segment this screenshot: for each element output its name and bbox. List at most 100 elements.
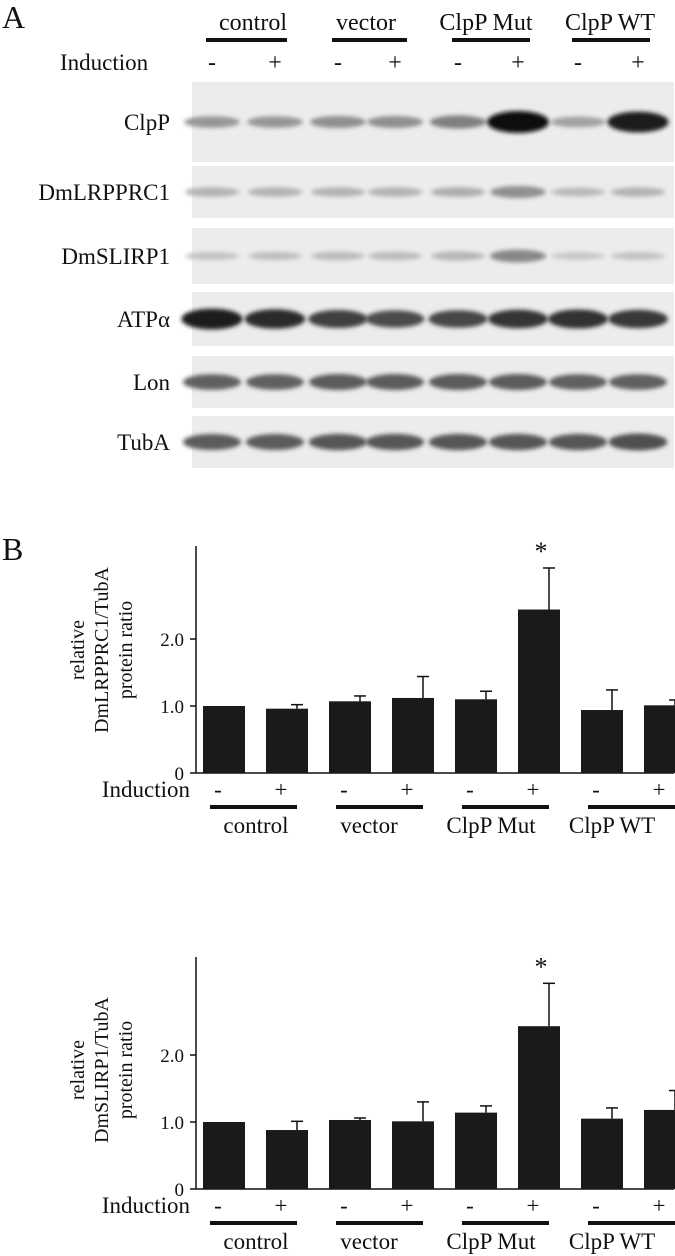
induction-sign-1: + [275, 777, 288, 802]
y-axis-label: relative DmSLIRP1/TubA protein ratio [67, 996, 137, 1143]
y-tick-label-0: 0 [175, 764, 185, 785]
induction-sign-3: + [401, 1193, 414, 1218]
blot-band-4-6 [549, 374, 607, 390]
blot-1: DmLRPPRC1 [38, 166, 674, 218]
induction-sign-4: - [454, 50, 462, 76]
y-axis-label: relative DmLRPPRC1/TubA protein ratio [67, 566, 137, 733]
induction-sign-6: - [592, 777, 600, 802]
significance-asterisk: * [535, 952, 548, 981]
y-axis-label-line-0: relative [67, 1040, 89, 1100]
blot-band-4-2 [308, 374, 368, 390]
induction-label: Induction [102, 777, 191, 802]
panel-a-induction-signs: - + - + - + - + [208, 50, 645, 76]
blot-band-0-7 [607, 111, 669, 133]
blot-band-0-5 [487, 111, 549, 133]
bar-4 [455, 1112, 497, 1189]
group-label-2: ClpP Mut [446, 813, 536, 838]
group-underline-0 [206, 38, 287, 42]
blot-band-4-1 [246, 374, 304, 390]
induction-sign-5: + [527, 777, 540, 802]
group-underline-3 [588, 1221, 675, 1225]
blot-band-4-0 [183, 374, 241, 390]
blot-label-1: DmLRPPRC1 [38, 180, 170, 205]
group-underline-2 [462, 805, 549, 809]
blot-band-3-4 [428, 310, 488, 328]
bar-4 [455, 699, 497, 773]
blot-band-2-1 [248, 251, 302, 261]
blot-band-5-0 [182, 434, 242, 450]
group-label-1: vector [340, 813, 398, 838]
blot-band-1-0 [184, 187, 240, 197]
induction-sign-4: - [466, 777, 474, 802]
blot-3: ATPα [117, 292, 674, 346]
blot-band-0-1 [247, 116, 303, 128]
group-underline-0 [210, 1221, 297, 1225]
blot-band-3-5 [488, 309, 548, 329]
induction-sign-7: + [653, 1193, 666, 1218]
group-underline-1 [336, 1221, 423, 1225]
induction-sign-4: - [466, 1193, 474, 1218]
blot-5: TubA [117, 416, 674, 468]
blot-band-1-6 [551, 187, 605, 197]
blot-band-3-2 [308, 310, 368, 328]
y-axis-label-line-2: protein ratio [115, 1021, 137, 1119]
blot-band-4-5 [488, 374, 548, 390]
blot-band-5-1 [245, 434, 305, 450]
significance-asterisk: * [535, 537, 548, 566]
blot-band-5-4 [428, 433, 488, 451]
bar-5 [518, 1026, 560, 1189]
induction-sign-5: + [527, 1193, 540, 1218]
y-tick-label-2: 2.0 [160, 1046, 184, 1067]
group-label-3: ClpP WT [569, 1229, 655, 1254]
induction-sign-2: - [334, 50, 342, 76]
blot-band-4-4 [428, 374, 488, 390]
blot-band-2-5 [489, 249, 547, 263]
induction-sign-7: + [631, 50, 645, 76]
group-label-3: ClpP WT [569, 813, 655, 838]
induction-label: Induction [102, 1193, 191, 1218]
blot-band-3-3 [365, 310, 425, 328]
induction-sign-6: - [592, 1193, 600, 1218]
blot-band-0-3 [367, 115, 423, 129]
group-label-0: control [223, 813, 288, 838]
group-underline-1 [332, 38, 407, 42]
group-underline-2 [462, 1221, 549, 1225]
group-label-1: vector [340, 1229, 398, 1254]
bar-1 [266, 1130, 308, 1189]
bar-3 [392, 1121, 434, 1189]
blot-band-2-6 [551, 252, 605, 260]
blot-band-4-3 [365, 374, 425, 390]
group-label-0: control [219, 10, 287, 36]
blot-band-1-2 [310, 187, 366, 197]
blot-band-3-1 [244, 309, 306, 329]
panel-a-group-header: control vector ClpP Mut ClpP WT [206, 10, 655, 42]
bar-chart-dmslirp1: 0 1.0 2.0 relative DmSLIRP1/TubA protein rati… [67, 952, 675, 1254]
blot-label-5: TubA [117, 430, 170, 455]
group-label-0: control [223, 1229, 288, 1254]
blot-band-0-4 [429, 115, 487, 129]
panel-b-letter: B [2, 531, 23, 567]
western-blot-panels: ClpP DmLRPPRC1 DmSLIRP1 ATPα Lon TubA [38, 82, 674, 468]
group-label-2: ClpP Mut [439, 10, 532, 36]
bar-2 [329, 1119, 371, 1189]
induction-sign-5: + [511, 50, 525, 76]
blot-band-0-2 [310, 115, 366, 129]
bar-7 [644, 705, 675, 773]
blot-4: Lon [133, 356, 674, 408]
blot-band-1-1 [247, 187, 303, 197]
blot-band-3-6 [547, 309, 609, 329]
blot-band-5-7 [608, 433, 668, 451]
blot-band-2-4 [431, 251, 485, 261]
blot-band-2-7 [611, 251, 665, 261]
blot-0: ClpP [124, 82, 674, 162]
bar-1 [266, 708, 308, 773]
group-label-1: vector [336, 10, 396, 36]
bar-5 [518, 609, 560, 773]
y-tick-label-1: 1.0 [160, 1113, 184, 1134]
blot-band-4-7 [609, 374, 667, 390]
group-underline-1 [336, 805, 423, 809]
induction-sign-7: + [653, 777, 666, 802]
blot-band-5-3 [365, 433, 425, 451]
bar-3 [392, 697, 434, 773]
